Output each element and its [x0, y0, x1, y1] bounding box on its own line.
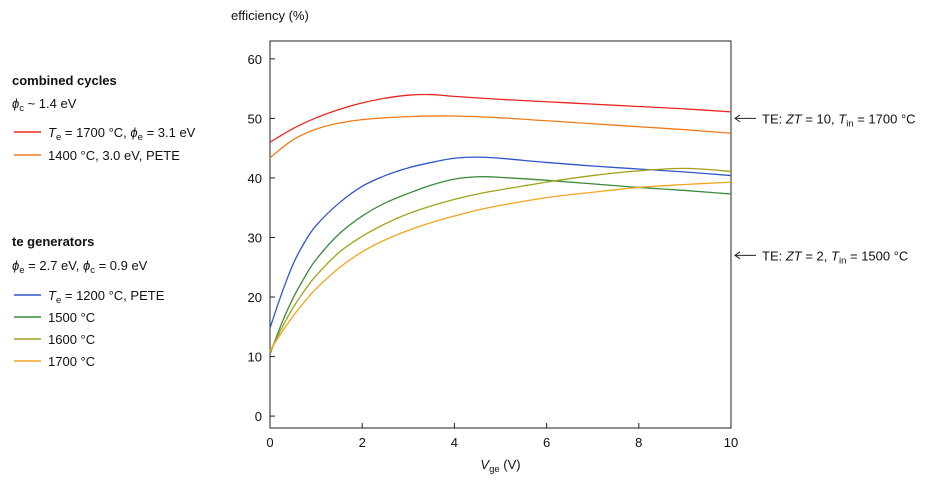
legend: combined cycles ϕc ~ 1.4 eV Te = 1700 °C, …: [12, 73, 196, 369]
y-tick-label: 0: [255, 409, 262, 424]
legend-param-te: ϕe = 2.7 eV, ϕc = 0.9 eV: [12, 258, 148, 276]
y-tick-label: 30: [248, 230, 262, 245]
x-tick-label: 4: [451, 435, 458, 450]
y-tick-label: 20: [248, 290, 262, 305]
series-line-2: [269, 115, 732, 159]
series-line-5: [269, 167, 732, 353]
x-tick-label: 8: [635, 435, 642, 450]
annotation-arrow-head: [734, 114, 741, 123]
x-tick-label: 0: [266, 435, 273, 450]
legend-item-te-2-label: 1500 °C: [48, 310, 95, 325]
annotation-arrow-head: [734, 251, 741, 260]
y-axis-label: efficiency (%): [231, 8, 309, 23]
legend-item-te-1-label: Te = 1200 °C, PETE: [48, 288, 165, 306]
series-line-4: [269, 175, 732, 355]
x-tick-label: 10: [724, 435, 738, 450]
legend-item-te-3-label: 1600 °C: [48, 332, 95, 347]
annotation-label-2: TE: ZT = 2, Tin = 1500 °C: [762, 248, 908, 266]
annotation-label-1: TE: ZT = 10, Tin = 1700 °C: [762, 111, 916, 129]
legend-item-combined-1-label: Te = 1700 °C, ϕe = 3.1 eV: [48, 125, 196, 143]
legend-title-combined: combined cycles: [12, 73, 117, 88]
series-line-6: [269, 181, 732, 351]
y-tick-label: 10: [248, 350, 262, 365]
y-tick-label: 40: [248, 171, 262, 186]
x-axis-label: Vge (V): [480, 457, 520, 475]
plot-area: 0 2 4 6 8 10 0 10 20 30 40 50 60 Vge (V): [248, 40, 738, 475]
legend-item-te-4-label: 1700 °C: [48, 354, 95, 369]
legend-item-combined-2-label: 1400 °C, 3.0 eV, PETE: [48, 148, 180, 163]
legend-title-te: te generators: [12, 234, 94, 249]
y-tick-label: 60: [248, 52, 262, 67]
plot-frame: [269, 40, 732, 429]
y-tick-label: 50: [248, 111, 262, 126]
annotations: TE: ZT = 10, Tin = 1700 °C TE: ZT = 2, Ti…: [734, 111, 916, 266]
series-line-3: [269, 156, 732, 329]
legend-param-combined: ϕc ~ 1.4 eV: [12, 96, 77, 114]
series-curves: [269, 93, 732, 355]
x-tick-label: 6: [543, 435, 550, 450]
series-line-1: [269, 93, 732, 143]
x-tick-label: 2: [359, 435, 366, 450]
